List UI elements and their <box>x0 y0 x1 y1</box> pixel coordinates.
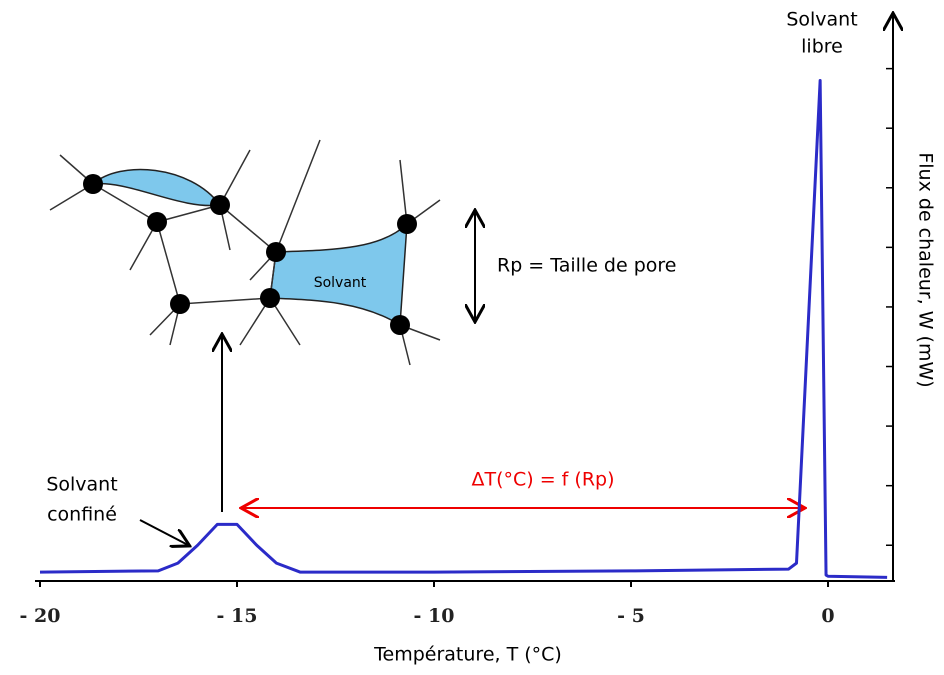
free-label: libre <box>801 36 843 58</box>
confined-label: confiné <box>47 504 117 526</box>
confined-arrow <box>139 519 188 545</box>
x-tick-label: - 15 <box>217 605 258 627</box>
free-label: Solvant <box>786 9 857 31</box>
x-tick-label: - 20 <box>20 605 61 627</box>
y-axis-title: Flux de chaleur, W (mW) <box>915 152 937 387</box>
pore-diagram <box>49 139 441 366</box>
x-axis-title: Température, T (°C) <box>373 644 562 666</box>
thermogram-line <box>39 79 888 579</box>
delta-label: ΔT(°C) = f (Rp) <box>471 469 614 491</box>
pore-label: Rp = Taille de pore <box>497 255 677 277</box>
x-tick-label: 0 <box>821 605 834 627</box>
confined-label: Solvant <box>46 474 117 496</box>
x-tick-label: - 10 <box>414 605 455 627</box>
solvent-label: Solvant <box>314 275 367 291</box>
x-tick-label: - 5 <box>617 605 645 627</box>
